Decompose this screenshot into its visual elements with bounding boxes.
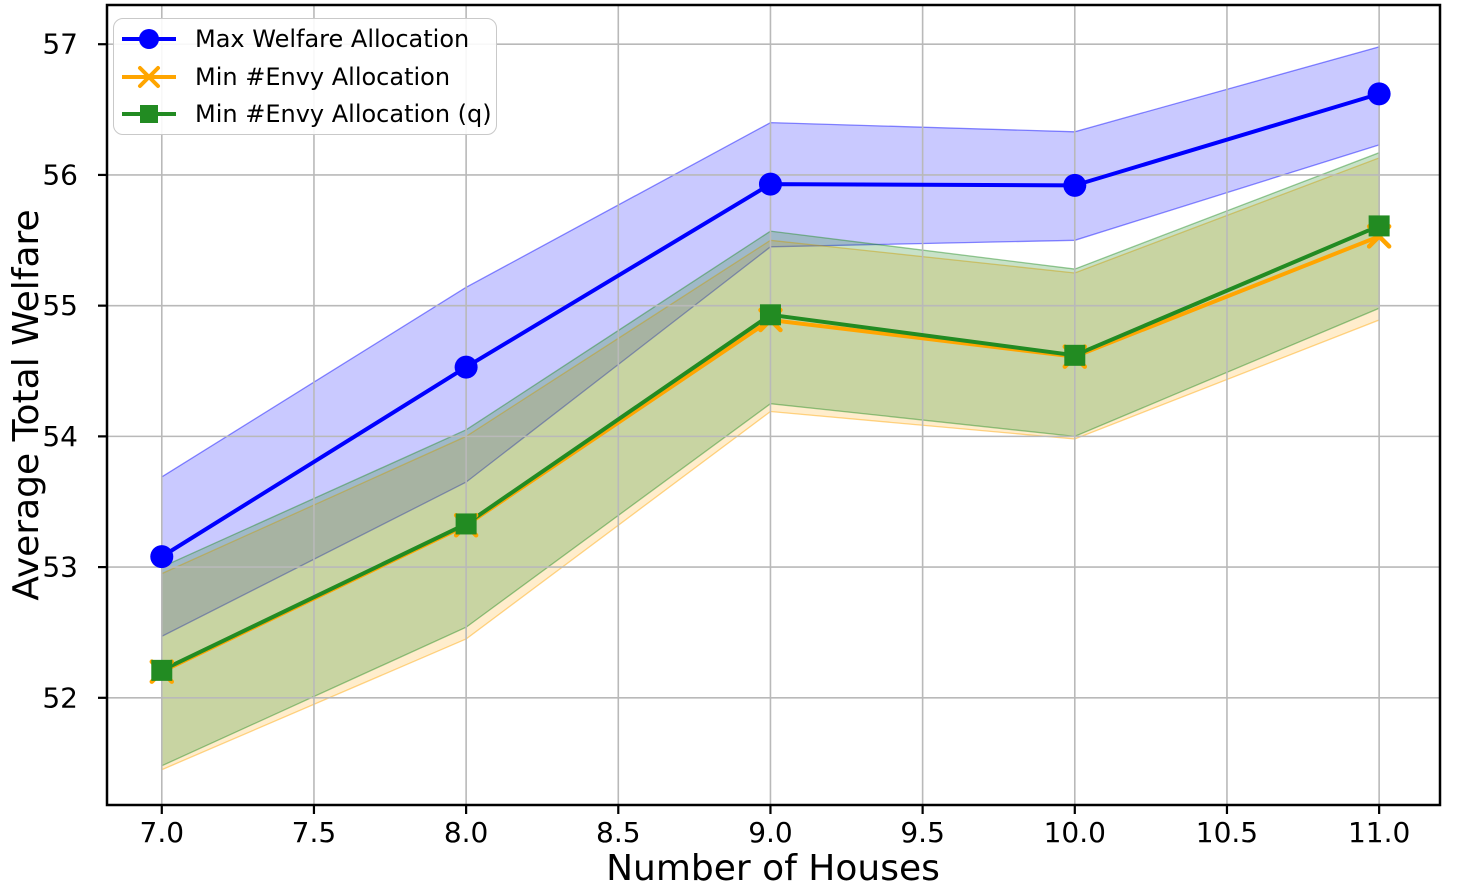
min-envy-allocation-q-marker-square bbox=[455, 513, 477, 535]
y-tick-label: 55 bbox=[42, 289, 78, 322]
legend: Max Welfare Allocation Min #Envy Allocati… bbox=[113, 18, 497, 135]
x-tick-label: 8.5 bbox=[596, 816, 641, 849]
x-tick-label: 7.5 bbox=[292, 816, 337, 849]
legend-item-label: Min #Envy Allocation bbox=[195, 62, 451, 91]
min-envy-allocation-q-marker-square bbox=[1064, 344, 1086, 366]
y-axis-label: Average Total Welfare bbox=[6, 209, 47, 600]
x-tick-label: 9.0 bbox=[748, 816, 793, 849]
max-welfare-allocation-marker-circle bbox=[1063, 173, 1087, 197]
min-envy-allocation-q-marker-square bbox=[151, 659, 173, 681]
x-tick-label: 11.0 bbox=[1348, 816, 1410, 849]
legend-item-min-envy-allocation-q: Min #Envy Allocation (q) bbox=[119, 97, 496, 131]
x-tick-label: 10.5 bbox=[1196, 816, 1258, 849]
x-tick-label: 8.0 bbox=[444, 816, 489, 849]
max-welfare-allocation-marker-circle bbox=[758, 172, 782, 196]
plot-border bbox=[105, 3, 1442, 807]
min-envy-allocation-q-marker-square bbox=[759, 304, 781, 326]
y-tick-label: 57 bbox=[42, 28, 78, 61]
x-marker-icon bbox=[119, 62, 179, 92]
y-tick-label: 53 bbox=[42, 551, 78, 584]
y-tick-label: 52 bbox=[42, 681, 78, 714]
max-welfare-allocation-marker-circle bbox=[150, 545, 174, 569]
x-axis-label: Number of Houses bbox=[606, 848, 940, 889]
max-welfare-allocation-marker-circle bbox=[454, 355, 478, 379]
legend-item-max-welfare-allocation: Max Welfare Allocation bbox=[119, 22, 496, 56]
x-tick-label: 7.0 bbox=[140, 816, 185, 849]
max-welfare-allocation-marker-circle bbox=[1367, 82, 1391, 106]
circle-marker-icon bbox=[119, 24, 179, 54]
min-envy-allocation-q-marker-square bbox=[1368, 215, 1390, 237]
y-tick-label: 54 bbox=[42, 420, 78, 453]
y-tick-label: 56 bbox=[42, 158, 78, 191]
x-tick-label: 10.0 bbox=[1044, 816, 1106, 849]
legend-item-label: Min #Envy Allocation (q) bbox=[195, 99, 492, 128]
x-tick-label: 9.5 bbox=[900, 816, 945, 849]
legend-item-label: Max Welfare Allocation bbox=[195, 25, 470, 54]
legend-item-min-envy-allocation: Min #Envy Allocation bbox=[119, 60, 496, 94]
square-marker-icon bbox=[119, 99, 179, 129]
